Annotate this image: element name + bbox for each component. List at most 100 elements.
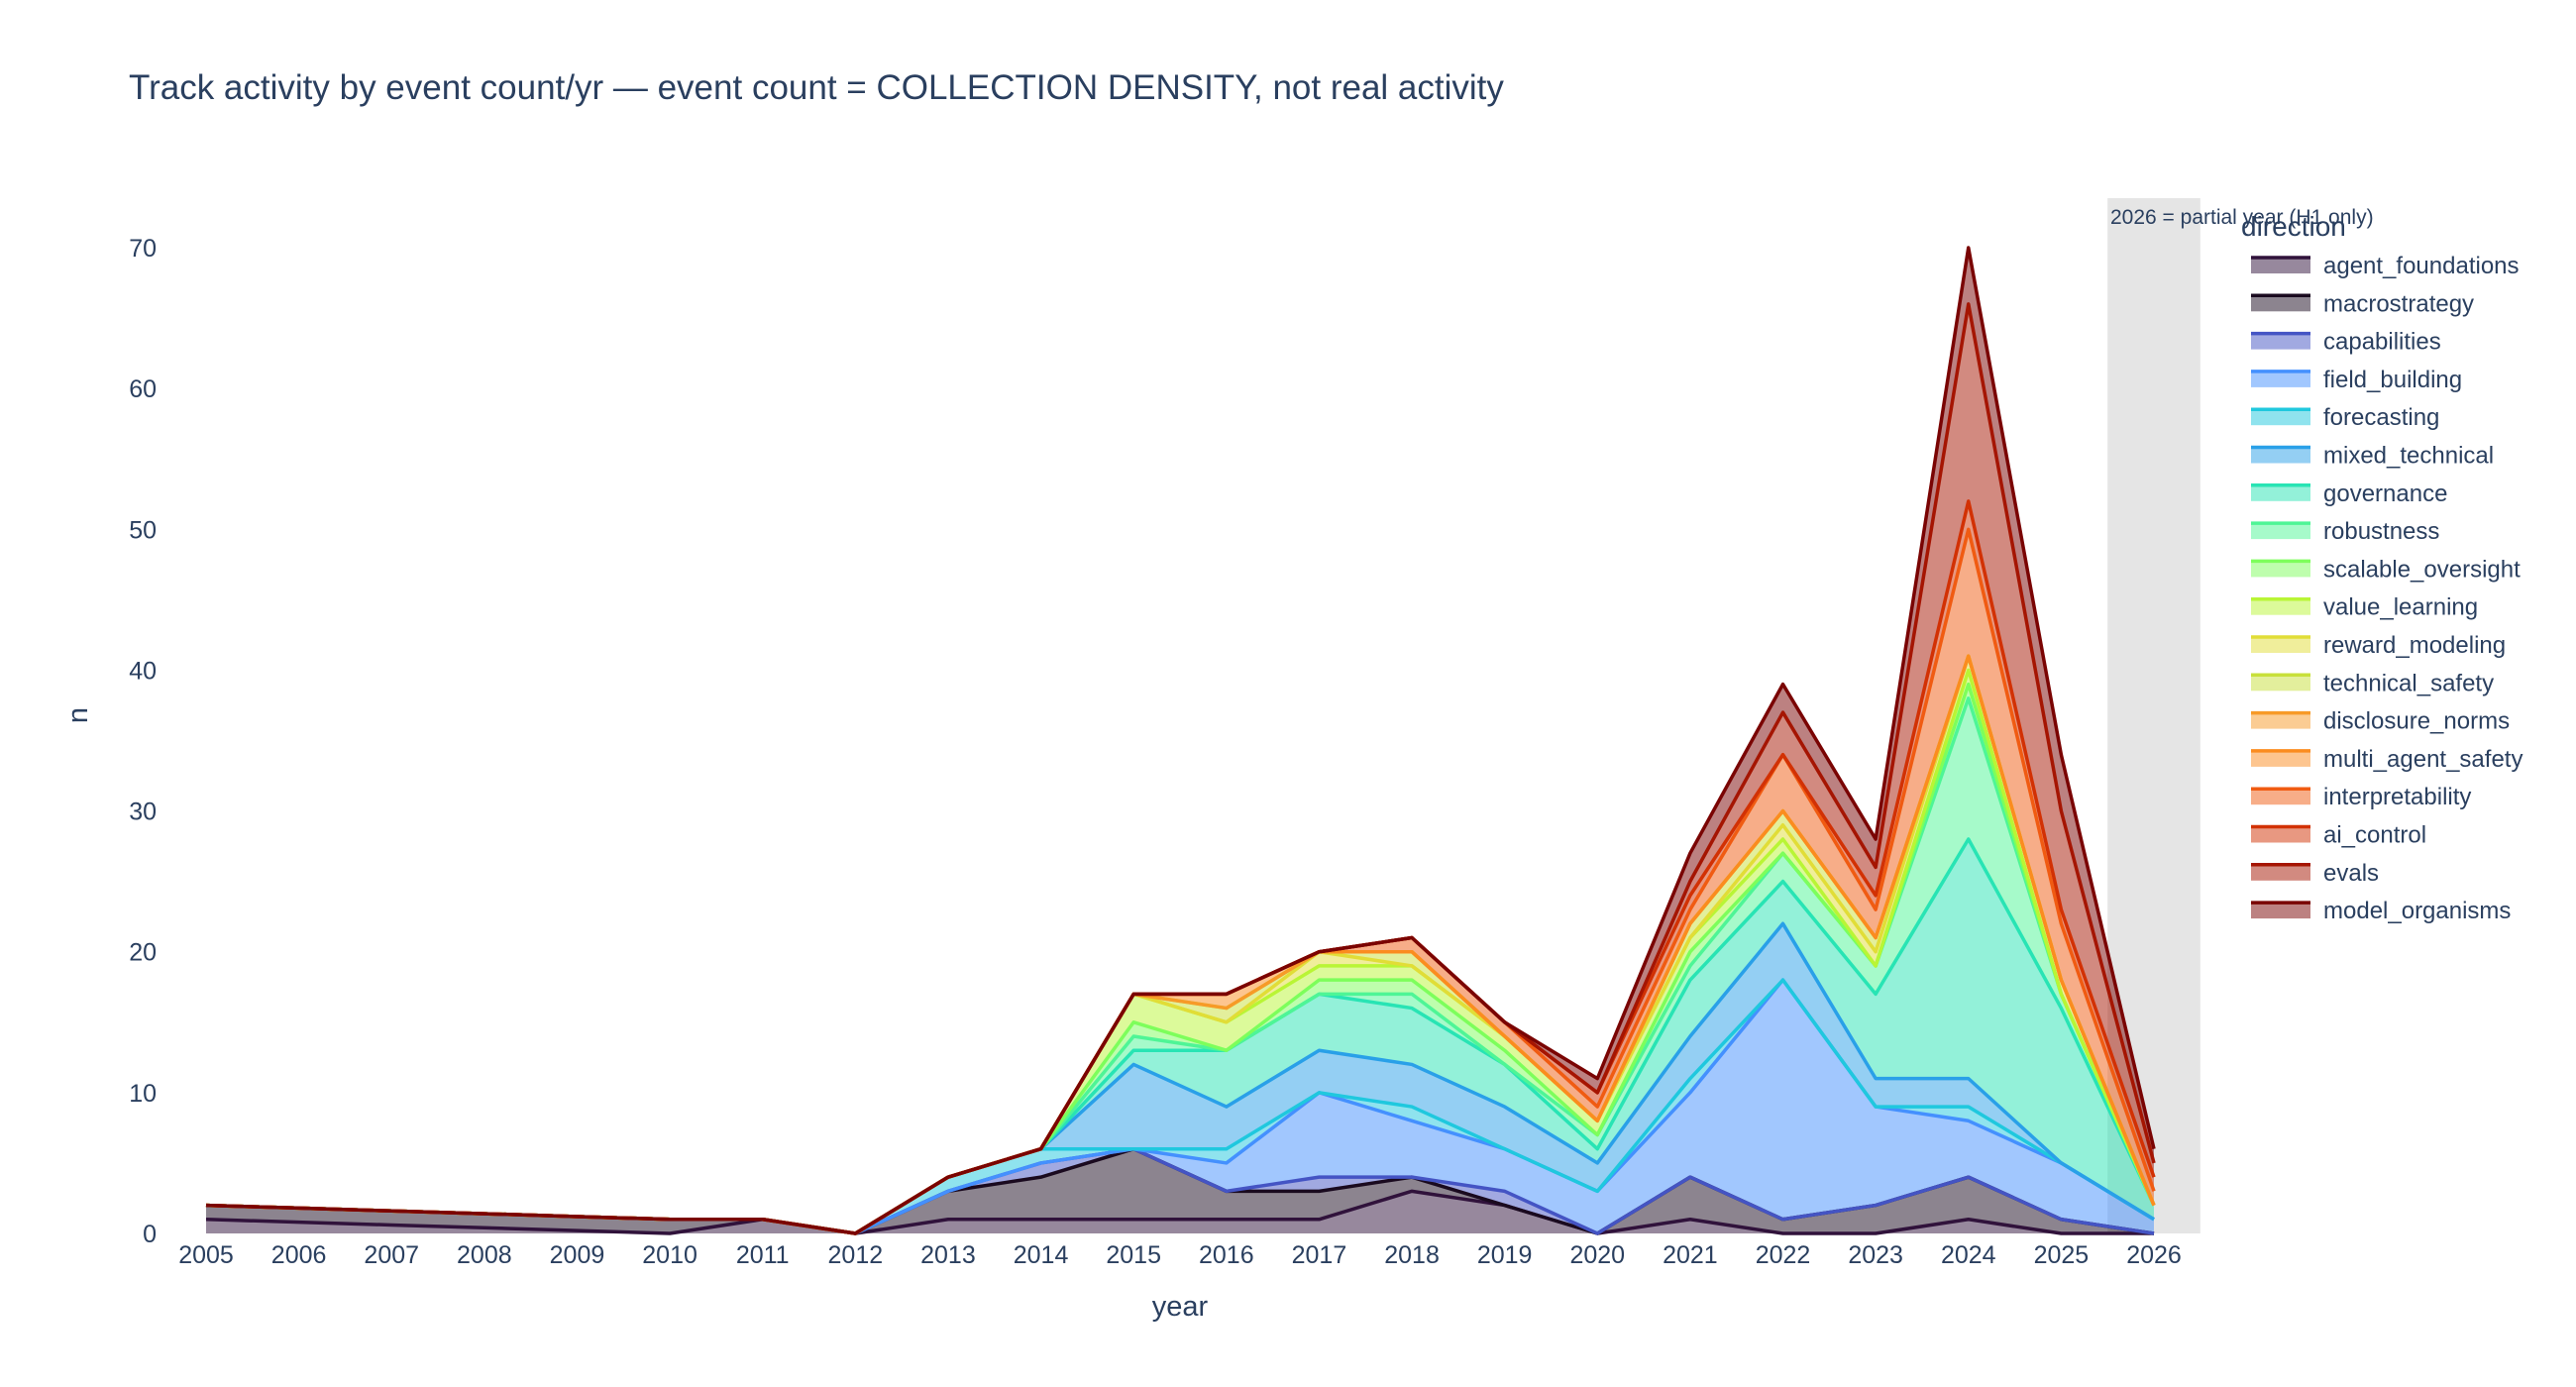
- legend-item-reward_modeling[interactable]: reward_modeling: [2251, 632, 2506, 659]
- x-tick-label: 2008: [457, 1241, 512, 1269]
- legend-swatch-fill: [2251, 637, 2310, 653]
- legend-item-ai_control[interactable]: ai_control: [2251, 822, 2426, 849]
- legend-item-governance[interactable]: governance: [2251, 480, 2447, 507]
- legend-label: macrostrategy: [2323, 290, 2474, 317]
- x-tick-label: 2011: [736, 1241, 790, 1269]
- x-tick-label: 2017: [1292, 1241, 1347, 1269]
- x-tick-label: 2009: [550, 1241, 605, 1269]
- legend-swatch-fill: [2251, 484, 2310, 501]
- legend-item-technical_safety[interactable]: technical_safety: [2251, 670, 2494, 696]
- area-layer: [206, 248, 2154, 1233]
- legend-label: capabilities: [2323, 329, 2441, 356]
- legend-item-mixed_technical[interactable]: mixed_technical: [2251, 443, 2494, 470]
- legend-label: interpretability: [2323, 784, 2471, 810]
- legend-label: value_learning: [2323, 594, 2478, 621]
- legend-item-agent_foundations[interactable]: agent_foundations: [2251, 253, 2520, 279]
- chart-title: Track activity by event count/yr — event…: [129, 68, 1504, 107]
- y-tick-label: 20: [129, 939, 157, 967]
- legend-item-model_organisms[interactable]: model_organisms: [2251, 898, 2511, 924]
- legend-swatch-fill: [2251, 409, 2310, 426]
- x-tick-label: 2018: [1384, 1241, 1440, 1269]
- legend-label: scalable_oversight: [2323, 556, 2521, 583]
- x-tick-label: 2020: [1569, 1241, 1625, 1269]
- y-tick-label: 40: [129, 657, 157, 685]
- line-agent_foundations: [205, 1189, 2154, 1235]
- x-tick-label: 2022: [1756, 1241, 1811, 1269]
- x-tick-label: 2024: [1941, 1241, 1996, 1269]
- legend-swatch-fill: [2251, 258, 2310, 273]
- partial-year-annotation: 2026 = partial year (H1 only): [2110, 206, 2374, 229]
- y-tick-label: 60: [129, 375, 157, 403]
- legend-item-capabilities[interactable]: capabilities: [2251, 329, 2441, 356]
- legend-swatch-fill: [2251, 447, 2310, 464]
- legend-title: direction: [2241, 211, 2346, 242]
- legend-label: agent_foundations: [2323, 253, 2520, 279]
- legend-item-value_learning[interactable]: value_learning: [2251, 594, 2478, 621]
- y-tick-label: 30: [129, 799, 157, 826]
- legend[interactable]: direction agent_foundations macrostrategy c…: [2241, 211, 2522, 924]
- x-axis: 2005 2006 2007 2008 2009 2010 2011 2012 2013 2014…: [178, 1241, 2182, 1269]
- legend-label: disclosure_norms: [2323, 708, 2510, 735]
- legend-label: ai_control: [2323, 822, 2426, 849]
- y-tick-label: 10: [129, 1080, 157, 1108]
- x-tick-label: 2016: [1199, 1241, 1254, 1269]
- area-macrostrategy: [206, 1148, 2154, 1233]
- legend-swatch-fill: [2251, 903, 2310, 919]
- y-tick-label: 70: [129, 235, 157, 263]
- legend-item-field_building[interactable]: field_building: [2251, 367, 2462, 393]
- legend-label: technical_safety: [2323, 670, 2494, 696]
- legend-item-macrostrategy[interactable]: macrostrategy: [2251, 290, 2474, 317]
- legend-item-robustness[interactable]: robustness: [2251, 518, 2439, 545]
- x-axis-title: year: [1152, 1291, 1209, 1323]
- legend-label: forecasting: [2323, 404, 2439, 431]
- legend-item-interpretability[interactable]: interpretability: [2251, 784, 2471, 810]
- legend-swatch-fill: [2251, 295, 2310, 312]
- line-model_organisms: [205, 246, 2156, 1235]
- area-interpretability: [206, 529, 2154, 1233]
- legend-swatch-fill: [2251, 789, 2310, 805]
- legend-item-multi_agent_safety[interactable]: multi_agent_safety: [2251, 746, 2522, 773]
- legend-label: evals: [2323, 860, 2379, 887]
- legend-item-forecasting[interactable]: forecasting: [2251, 404, 2439, 431]
- legend-label: mixed_technical: [2323, 443, 2494, 470]
- y-axis-title: n: [62, 707, 94, 723]
- x-tick-label: 2014: [1014, 1241, 1069, 1269]
- legend-swatch-fill: [2251, 371, 2310, 387]
- area-field_building: [206, 980, 2154, 1233]
- legend-swatch-fill: [2251, 561, 2310, 578]
- legend-label: reward_modeling: [2323, 632, 2506, 659]
- legend-swatch-fill: [2251, 826, 2310, 843]
- area-robustness: [206, 697, 2154, 1233]
- x-tick-label: 2013: [920, 1241, 976, 1269]
- legend-swatch-fill: [2251, 523, 2310, 540]
- x-tick-label: 2005: [178, 1241, 234, 1269]
- legend-swatch-fill: [2251, 864, 2310, 881]
- legend-swatch-fill: [2251, 598, 2310, 615]
- legend-label: robustness: [2323, 518, 2439, 545]
- x-tick-label: 2025: [2034, 1241, 2090, 1269]
- legend-item-scalable_oversight[interactable]: scalable_oversight: [2251, 556, 2521, 583]
- line-layer: [205, 246, 2156, 1235]
- legend-item-evals[interactable]: evals: [2251, 860, 2379, 887]
- x-tick-label: 2023: [1848, 1241, 1903, 1269]
- legend-swatch-fill: [2251, 675, 2310, 692]
- x-tick-label: 2010: [642, 1241, 698, 1269]
- x-tick-label: 2007: [364, 1241, 419, 1269]
- area-evals: [206, 303, 2154, 1233]
- x-tick-label: 2006: [271, 1241, 327, 1269]
- area-model_organisms: [206, 248, 2154, 1233]
- legend-label: field_building: [2323, 367, 2462, 393]
- x-tick-label: 2015: [1106, 1241, 1161, 1269]
- y-axis: 0 10 20 30 40 50 60 70: [129, 235, 157, 1248]
- x-tick-label: 2012: [828, 1241, 884, 1269]
- legend-label: model_organisms: [2323, 898, 2511, 924]
- area-governance: [206, 839, 2154, 1233]
- legend-swatch-fill: [2251, 333, 2310, 350]
- x-tick-label: 2026: [2126, 1241, 2182, 1269]
- legend-label: multi_agent_safety: [2323, 746, 2522, 773]
- legend-item-disclosure_norms[interactable]: disclosure_norms: [2251, 708, 2510, 735]
- x-tick-label: 2021: [1663, 1241, 1718, 1269]
- legend-label: governance: [2323, 480, 2447, 507]
